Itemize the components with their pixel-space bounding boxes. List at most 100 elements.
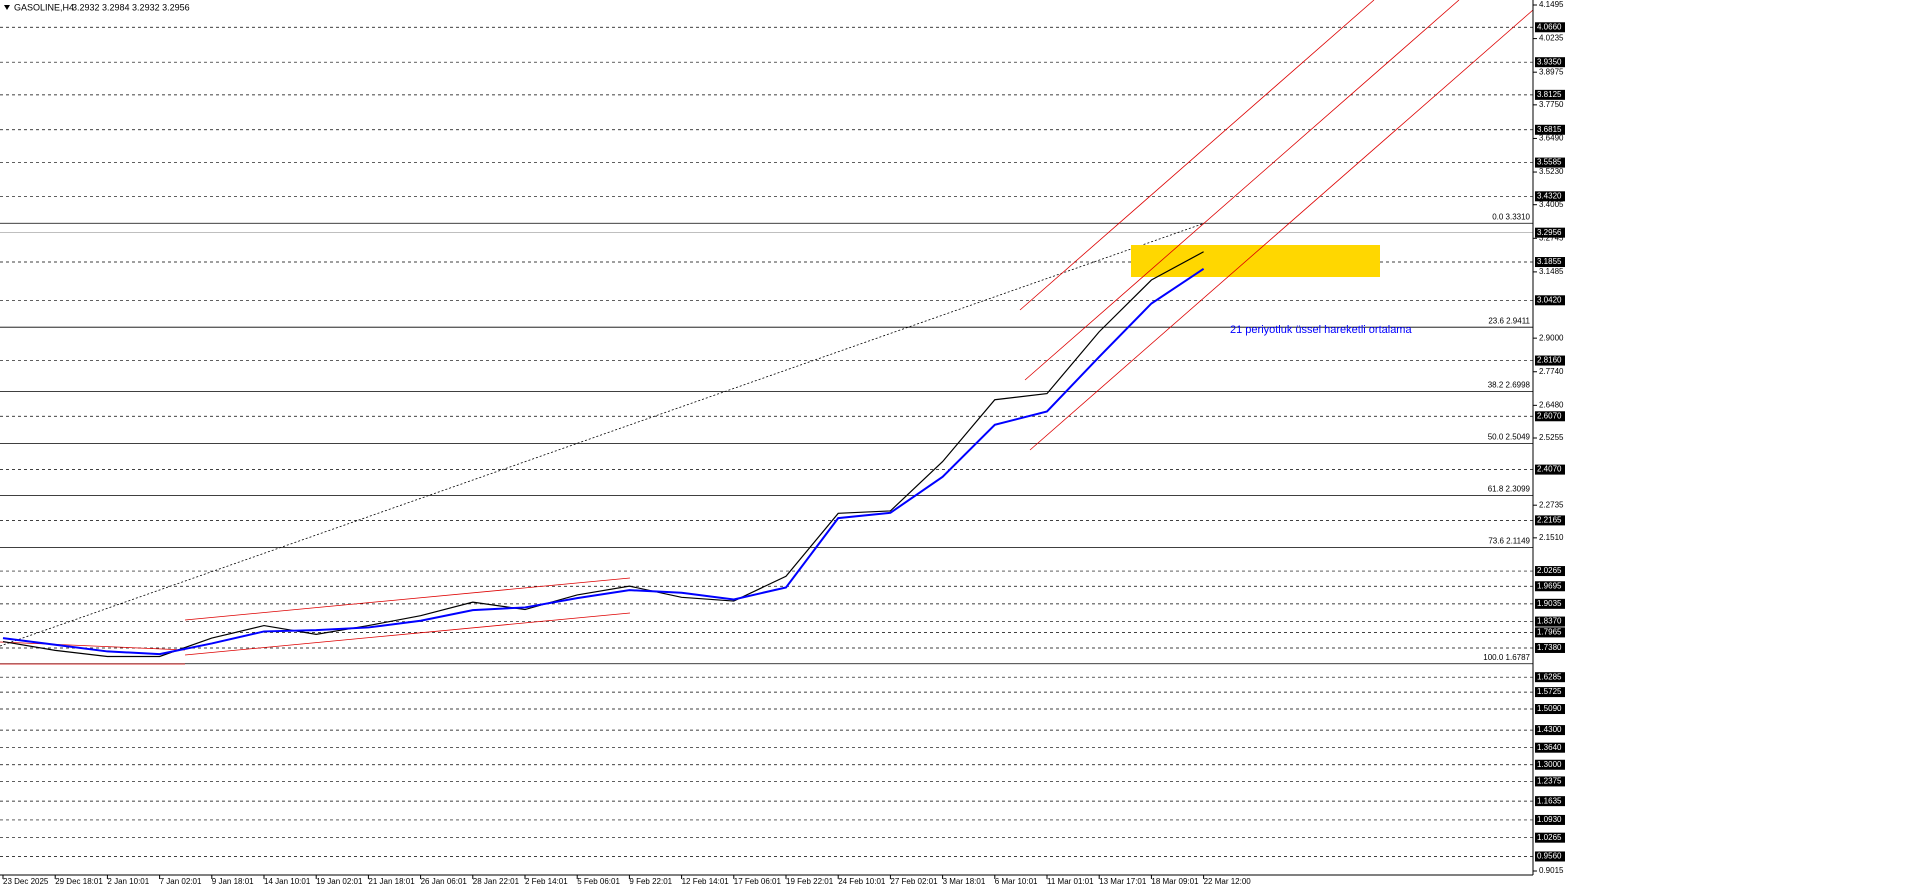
x-tick-label: 29 Dec 18:01 [55,877,103,886]
x-tick-label: 2 Jan 10:01 [107,877,149,886]
fib-label: 61.8 2.3099 [1488,485,1531,494]
level-label: 1.1635 [1537,796,1562,805]
level-label: 2.0265 [1537,566,1562,575]
level-label: 2.2165 [1537,515,1562,524]
x-tick-label: 14 Jan 10:01 [264,877,311,886]
level-label-bg [1535,616,1565,627]
level-label-bg [1535,704,1565,715]
channel-line [0,641,186,651]
fib-label: 100.0 1.6787 [1483,653,1530,662]
level-label: 1.5090 [1537,704,1562,713]
y-tick-label: 2.5255 [1539,433,1564,442]
y-tick-label: 3.4005 [1539,200,1564,209]
y-tick-label: 3.2745 [1539,233,1564,242]
level-label: 1.7965 [1537,627,1562,636]
current-price-label: 3.2956 [1537,228,1562,237]
series-layer [2,251,1205,658]
level-label: 1.3000 [1537,760,1562,769]
level-label-bg [1535,776,1565,787]
x-tick-label: 11 Mar 01:01 [1047,877,1094,886]
x-tick-label: 13 Mar 17:01 [1099,877,1147,886]
level-label-bg [1535,851,1565,862]
level-label-bg [1535,355,1565,366]
x-tick-label: 21 Jan 18:01 [368,877,415,886]
x-tick-label: 6 Mar 10:01 [995,877,1038,886]
levels-layer [0,26,1533,857]
level-label: 3.8125 [1537,90,1562,99]
level-label-bg [1535,687,1565,698]
level-label: 1.4300 [1537,725,1562,734]
channel-line [1024,0,1460,381]
x-tick-label: 24 Feb 10:01 [838,877,886,886]
y-tick-label: 2.1510 [1539,533,1564,542]
level-label: 1.8370 [1537,617,1562,626]
fib-label: 50.0 2.5049 [1488,433,1531,442]
level-label: 4.0660 [1537,22,1562,31]
level-label-bg [1535,157,1565,168]
level-label-bg [1535,725,1565,736]
level-label: 2.4070 [1537,465,1562,474]
level-label-bg [1535,464,1565,475]
level-label: 1.0265 [1537,833,1562,842]
level-label-bg [1535,627,1565,638]
level-label: 1.9035 [1537,599,1562,608]
y-tick-label: 3.7750 [1539,100,1564,109]
x-tick-label: 19 Jan 02:01 [316,877,363,886]
y-tick-label: 4.0235 [1539,34,1564,43]
x-tick-label: 27 Feb 02:01 [890,877,938,886]
price-line [2,251,1204,658]
x-tick-label: 17 Feb 06:01 [734,877,782,886]
x-tick-label: 3 Mar 18:01 [943,877,986,886]
x-tick-label: 28 Jan 22:01 [473,877,520,886]
channel-line [184,577,631,621]
level-label-bg [1535,57,1565,68]
y-tick-label: 3.8975 [1539,67,1564,76]
fib-trend-line [0,222,1206,647]
channel-line [1029,9,1534,451]
x-tick-label: 9 Jan 18:01 [212,877,254,886]
level-label: 3.6815 [1537,125,1562,134]
level-label-bg [1535,411,1565,422]
y-tick-label: 3.1485 [1539,267,1564,276]
x-tick-label: 26 Jan 06:01 [421,877,468,886]
level-label-bg [1535,672,1565,683]
y-tick-label: 3.6490 [1539,134,1564,143]
fib-label: 0.0 3.3310 [1492,212,1530,221]
zone-box [1131,245,1380,277]
level-label-bg [1535,295,1565,306]
level-label-bg [1535,124,1565,135]
level-label: 3.5585 [1537,158,1562,167]
level-label: 2.6070 [1537,411,1562,420]
x-tick-label: 9 Feb 22:01 [629,877,672,886]
y-tick-label: 4.1495 [1539,0,1564,9]
level-label: 2.8160 [1537,356,1562,365]
x-tick-label: 18 Mar 09:01 [1151,877,1199,886]
chart-title: GASOLINE,H4 [14,2,74,12]
y-tick-label: 3.5230 [1539,167,1564,176]
level-label: 1.9695 [1537,581,1562,590]
level-label-bg [1535,566,1565,577]
level-label-bg [1535,581,1565,592]
level-label: 1.6285 [1537,672,1562,681]
level-label-bg [1535,832,1565,843]
y-tick-label: 2.6480 [1539,400,1564,409]
level-label-bg [1535,814,1565,825]
level-label-bg [1535,22,1565,33]
level-label: 1.7380 [1537,643,1562,652]
level-label-bg [1535,642,1565,653]
ema-annotation: 21 periyotluk üssel hareketli ortalama [1230,324,1412,336]
level-label: 3.9350 [1537,57,1562,66]
level-label-bg [1535,796,1565,807]
x-tick-label: 7 Jan 02:01 [160,877,202,886]
level-label: 1.0930 [1537,815,1562,824]
x-tick-label: 2 Feb 14:01 [525,877,568,886]
fib-label: 38.2 2.6998 [1488,381,1531,390]
menu-icon[interactable] [4,5,10,10]
y-tick-label: 2.9000 [1539,333,1564,342]
y-tick-label: 2.2735 [1539,500,1564,509]
level-label-bg [1535,191,1565,202]
current-price-bg [1535,227,1565,238]
level-label: 3.0420 [1537,295,1562,304]
level-label-bg [1535,759,1565,770]
